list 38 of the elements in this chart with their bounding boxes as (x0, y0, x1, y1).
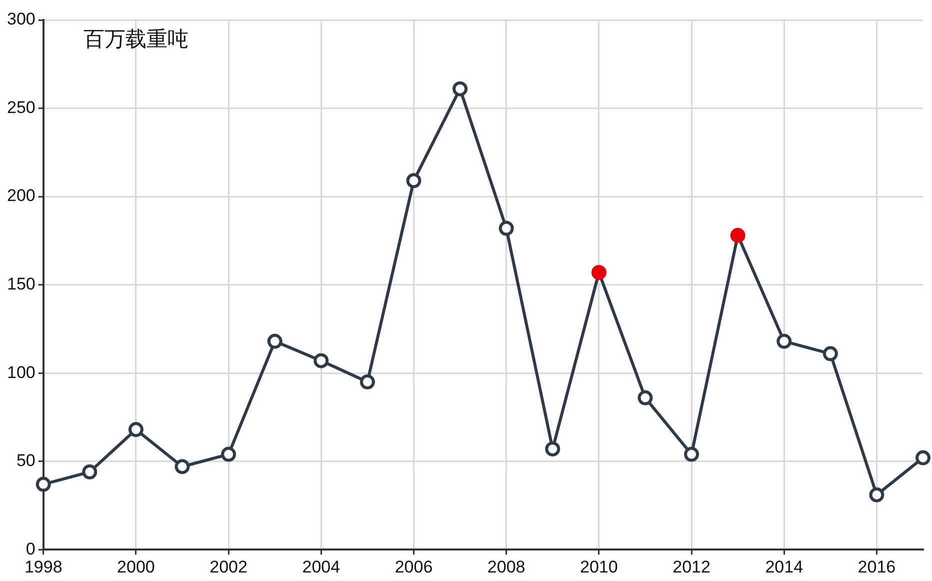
point (730, 228, 746, 243)
point (82, 464, 98, 480)
x-tick-label: 2016 (858, 557, 896, 576)
point (267, 334, 282, 349)
x-tick-label: 2008 (487, 557, 526, 576)
point (128, 422, 144, 438)
point (406, 173, 422, 188)
point (916, 450, 930, 466)
point (869, 487, 884, 502)
x-tick-label: 1998 (24, 557, 62, 576)
y-tick-label: 0 (26, 539, 36, 558)
point (684, 446, 700, 462)
point (221, 446, 236, 462)
y-tick-label: 150 (6, 274, 36, 294)
y-tick-label: 300 (6, 10, 36, 29)
point (591, 264, 606, 280)
point (638, 390, 653, 406)
x-tick-label: 2002 (210, 557, 248, 576)
x-tick-label: 2004 (302, 557, 340, 576)
point (36, 476, 51, 492)
point (314, 353, 329, 368)
point (776, 334, 792, 349)
x-tick-label: 2006 (394, 557, 433, 576)
x-tick-label: 2010 (580, 557, 618, 576)
point (452, 81, 468, 96)
point (498, 220, 514, 236)
point (360, 374, 375, 390)
y-tick-label: 100 (6, 362, 36, 382)
point (545, 441, 560, 456)
point (174, 459, 190, 474)
x-tick-label: 2014 (765, 557, 804, 576)
x-tick-label: 2012 (672, 557, 710, 576)
x-tick-label: 2000 (117, 557, 155, 576)
y-tick-label: 250 (6, 98, 36, 117)
y-tick-label: 50 (16, 451, 36, 470)
point (822, 346, 838, 362)
y-axis-title: 百万载重吨 (83, 26, 188, 51)
y-tick-label: 200 (6, 186, 36, 206)
